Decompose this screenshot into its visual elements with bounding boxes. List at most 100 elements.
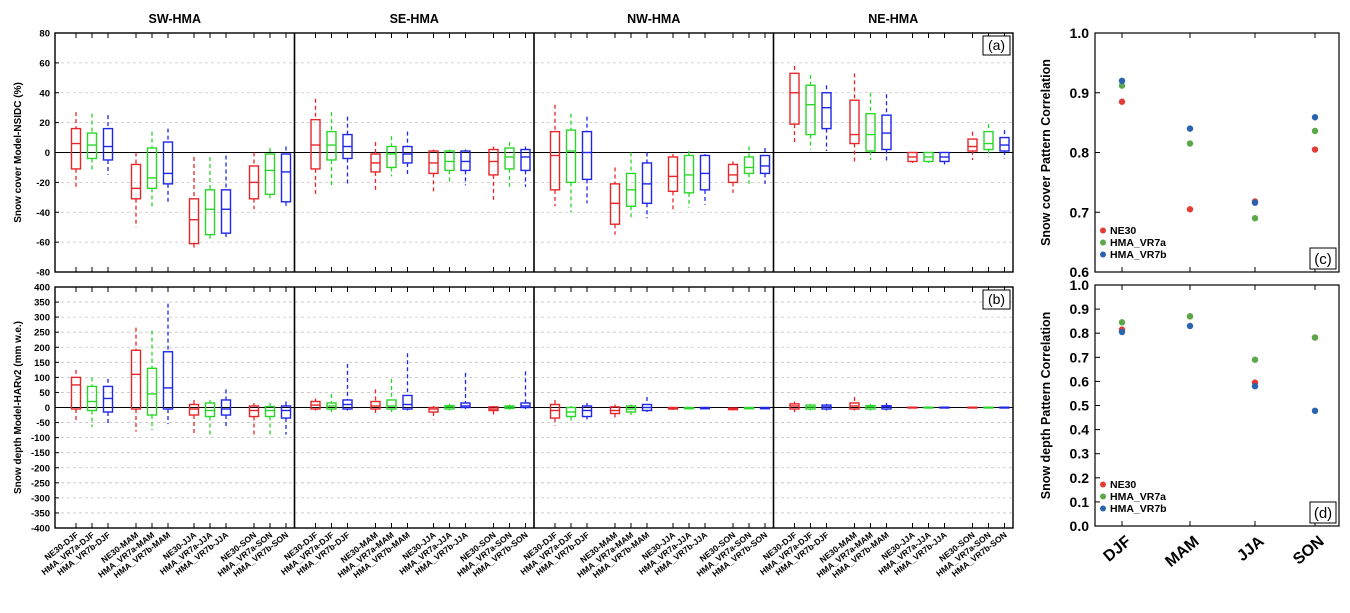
box-HMA_VR7b-JJA (460, 149, 471, 186)
box-NE30-MAM (130, 152, 142, 228)
region-title: NW-HMA (627, 12, 680, 26)
legend-marker (1100, 481, 1106, 488)
season-label: DJF (1100, 533, 1134, 566)
box-HMA_VR7b-JJA (220, 389, 232, 429)
box-NE30-JJA (428, 149, 439, 195)
box-NE30-DJF (70, 369, 82, 423)
y-tick-label: 60 (39, 58, 50, 69)
box-HMA_VR7a-SON (743, 146, 755, 184)
box-iqr (967, 138, 978, 152)
box-HMA_VR7a-JJA (923, 151, 934, 163)
box-iqr (641, 162, 653, 204)
box-HMA_VR7a-JJA (204, 156, 216, 240)
data-point-HMA_VR7a-MAM (1186, 140, 1194, 147)
box-HMA_VR7a-JJA (444, 149, 455, 184)
season-label: SON (1290, 533, 1327, 568)
legend-label: NE30 (1110, 479, 1136, 491)
data-point-HMA_VR7a-JJA (1251, 356, 1259, 363)
y-tick-label: 0 (45, 148, 50, 159)
box-iqr (460, 150, 471, 172)
box-iqr (204, 189, 216, 236)
box-iqr (220, 399, 232, 416)
legend-marker (1100, 251, 1106, 258)
data-point-HMA_VR7b-DJF (1118, 328, 1126, 336)
box-NE30-SON (727, 407, 739, 411)
panel-d: 1.0 0.9 0.8 0.7 0.6 0.5 0.4 0.3 0.2 0.1 0.0 Snow de… (1039, 277, 1340, 534)
box-iqr (805, 84, 816, 136)
box-iqr (188, 198, 200, 245)
legend-label: HMA_VR7a (1110, 237, 1166, 249)
y-tick-label: 0.8 (1070, 145, 1090, 161)
y-tick-label: 80 (39, 29, 50, 40)
box-HMA_VR7b-SON (520, 146, 531, 187)
y-axis-title: Snow depth Model-HARv2 (mm w.e.) (13, 321, 24, 494)
box-HMA_VR7a-JJA (444, 403, 455, 411)
box-HMA_VR7a-MAM (865, 403, 876, 411)
box-HMA_VR7b-MAM (402, 353, 413, 411)
box-NE30-DJF (310, 398, 321, 411)
box-HMA_VR7a-SON (983, 406, 994, 409)
legend-marker (1100, 493, 1106, 500)
y-tick-label: -50 (36, 418, 50, 429)
box-HMA_VR7a-DJF (326, 393, 337, 413)
y-tick-label: 150 (34, 358, 50, 369)
box-iqr (609, 183, 621, 225)
box-HMA_VR7a-MAM (146, 330, 158, 431)
box-HMA_VR7b-JJA (220, 155, 232, 238)
box-iqr (444, 150, 455, 172)
box-iqr (70, 376, 82, 410)
box-HMA_VR7b-DJF (102, 115, 114, 175)
box-HMA_VR7a-DJF (805, 403, 816, 411)
box-HMA_VR7a-JJA (683, 406, 695, 410)
box-HMA_VR7b-DJF (821, 85, 832, 152)
box-HMA_VR7b-DJF (342, 363, 353, 411)
box-iqr (821, 92, 832, 130)
box-HMA_VR7b-MAM (402, 131, 413, 175)
box-NE30-MAM (130, 327, 142, 432)
box-iqr (699, 154, 711, 191)
box-iqr (727, 163, 739, 184)
box-HMA_VR7a-MAM (625, 404, 637, 416)
box-NE30-SON (248, 152, 260, 210)
data-point-HMA_VR7a-DJF (1118, 82, 1126, 89)
correlation-plots: 1.0 0.9 0.8 0.7 0.6 Snow cover Pattern Correl… (1039, 25, 1340, 571)
data-point-HMA_VR7a-DJF (1118, 319, 1126, 326)
panel-a: 80 60 40 20 0 -20 -40 -60 -80 Snow cover Model-NS… (13, 29, 1014, 279)
box-NE30-SON (967, 131, 978, 160)
y-tick-label: 0.9 (1070, 85, 1090, 101)
box-HMA_VR7b-SON (280, 401, 292, 435)
box-HMA_VR7b-JJA (939, 406, 950, 409)
box-iqr (983, 130, 994, 151)
box-HMA_VR7a-DJF (86, 377, 98, 428)
y-tick-label: 0.3 (1070, 446, 1090, 462)
box-iqr (549, 130, 561, 191)
y-axis-title: Snow depth Pattern Correlation (1039, 312, 1053, 500)
data-point-HMA_VR7b-SON (1311, 114, 1319, 121)
box-iqr (428, 150, 439, 175)
panel-label: (a) (988, 37, 1005, 53)
y-tick-label: 100 (34, 373, 50, 384)
y-tick-label: -250 (31, 478, 50, 489)
data-point-HMA_VR7b-SON (1311, 407, 1319, 415)
box-HMA_VR7b-JJA (460, 372, 471, 410)
box-NE30-DJF (70, 112, 82, 189)
data-point-HMA_VR7a-MAM (1186, 313, 1194, 320)
box-iqr (759, 154, 771, 175)
box-HMA_VR7a-DJF (805, 74, 816, 150)
box-HMA_VR7a-DJF (565, 113, 577, 213)
data-point-HMA_VR7b-MAM (1186, 322, 1194, 330)
box-iqr (102, 385, 114, 413)
box-HMA_VR7a-MAM (146, 131, 158, 208)
box-HMA_VR7b-DJF (342, 116, 353, 186)
y-axis-title: Snow cover Model-NSIDC (%) (13, 82, 24, 223)
box-iqr (549, 403, 561, 419)
box-HMA_VR7a-JJA (923, 406, 934, 409)
box-HMA_VR7a-SON (264, 148, 276, 199)
box-HMA_VR7b-SON (999, 130, 1010, 159)
y-tick-label: -80 (36, 268, 50, 279)
legend-label: HMA_VR7a (1110, 491, 1166, 503)
box-iqr (310, 118, 321, 170)
y-tick-label: -20 (36, 178, 50, 189)
data-point-NE30-DJF (1118, 98, 1126, 105)
panel-label: (b) (988, 291, 1005, 307)
